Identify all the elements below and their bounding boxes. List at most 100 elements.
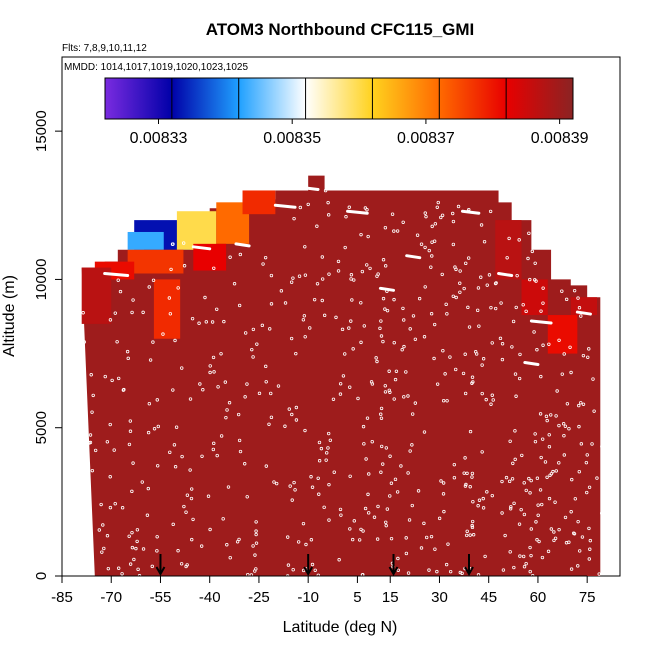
sample-point: [322, 313, 327, 318]
sample-point: [323, 188, 328, 193]
sample-point: [464, 261, 468, 266]
sample-point: [289, 336, 294, 341]
sample-point: [429, 534, 434, 539]
cruise-leg: [346, 209, 369, 215]
sample-point: [108, 505, 113, 510]
sample-point: [236, 412, 241, 417]
sample-point: [570, 477, 574, 482]
sample-point: [451, 242, 456, 247]
sample-point: [116, 566, 121, 570]
sample-point: [315, 282, 320, 286]
sample-point: [538, 412, 543, 416]
sample-point: [524, 561, 528, 566]
sample-point: [327, 272, 331, 276]
sample-point: [424, 535, 429, 540]
sample-point: [320, 255, 325, 259]
sample-point: [385, 308, 390, 313]
sample-point: [356, 396, 360, 401]
sample-point: [210, 320, 215, 324]
sample-point: [411, 314, 416, 318]
sample-point: [563, 424, 568, 428]
sample-point: [563, 515, 568, 520]
sample-point: [113, 311, 117, 315]
sample-point: [146, 430, 151, 435]
sample-point: [489, 402, 493, 406]
sample-point: [303, 335, 307, 339]
sample-point: [435, 569, 439, 574]
sample-point: [499, 301, 503, 305]
sample-point: [463, 352, 467, 356]
sample-point: [439, 215, 443, 220]
sample-point: [600, 444, 604, 449]
sample-point: [406, 571, 411, 575]
sample-point: [303, 428, 307, 433]
sample-point: [396, 556, 400, 561]
sample-point: [576, 564, 580, 568]
sample-point: [327, 482, 331, 487]
sample-point: [501, 568, 506, 572]
sample-point: [383, 264, 388, 268]
sample-point: [269, 273, 274, 278]
sample-point: [91, 393, 95, 398]
sample-point: [503, 533, 507, 538]
sample-point: [581, 353, 586, 358]
sample-point: [343, 352, 347, 356]
sample-point: [228, 255, 232, 259]
sample-point: [176, 549, 180, 553]
sample-point: [419, 546, 424, 550]
sample-point: [436, 200, 440, 205]
sample-point: [510, 477, 515, 481]
sample-point: [155, 398, 159, 402]
sample-point: [378, 326, 382, 331]
sample-point: [579, 442, 584, 446]
sample-point: [261, 262, 265, 266]
sample-point: [513, 457, 517, 462]
sample-point: [180, 454, 184, 459]
sample-point: [120, 572, 124, 576]
sample-point: [383, 307, 387, 311]
sample-point: [393, 477, 398, 482]
sample-point: [477, 498, 482, 502]
sample-point: [99, 502, 103, 507]
sample-point: [491, 398, 495, 402]
sample-point: [110, 378, 114, 383]
sample-point: [485, 490, 489, 494]
sample-point: [390, 212, 395, 216]
sample-point: [595, 476, 599, 480]
sample-point: [364, 457, 368, 461]
sample-point: [211, 447, 216, 452]
sample-point: [93, 448, 98, 453]
sample-point: [173, 465, 178, 469]
y-tick-label: 10000: [33, 259, 50, 301]
sample-point: [290, 412, 294, 417]
sample-point: [451, 219, 456, 224]
sample-point: [528, 545, 532, 550]
sample-point: [73, 422, 77, 427]
sample-point: [422, 430, 427, 434]
sample-point: [366, 234, 370, 239]
sample-point: [105, 534, 110, 538]
sample-point: [413, 337, 418, 341]
sample-point: [564, 297, 569, 302]
sample-point: [237, 438, 242, 443]
sample-point: [510, 345, 514, 349]
sample-point: [226, 485, 231, 489]
sample-point: [479, 275, 483, 279]
sample-point: [534, 520, 538, 524]
sample-point: [156, 424, 160, 429]
sample-point: [560, 372, 564, 376]
sample-point: [357, 538, 362, 542]
sample-point: [430, 254, 434, 258]
cruise-leg: [405, 254, 422, 260]
sample-point: [203, 295, 207, 300]
sample-point: [445, 312, 449, 316]
sample-point: [456, 204, 461, 209]
sample-point: [552, 530, 556, 534]
sample-point: [150, 564, 154, 569]
sample-point: [375, 274, 379, 278]
sample-point: [199, 544, 204, 548]
sample-point: [245, 495, 249, 499]
x-tick-label: -40: [199, 589, 221, 606]
sample-point: [547, 342, 551, 346]
